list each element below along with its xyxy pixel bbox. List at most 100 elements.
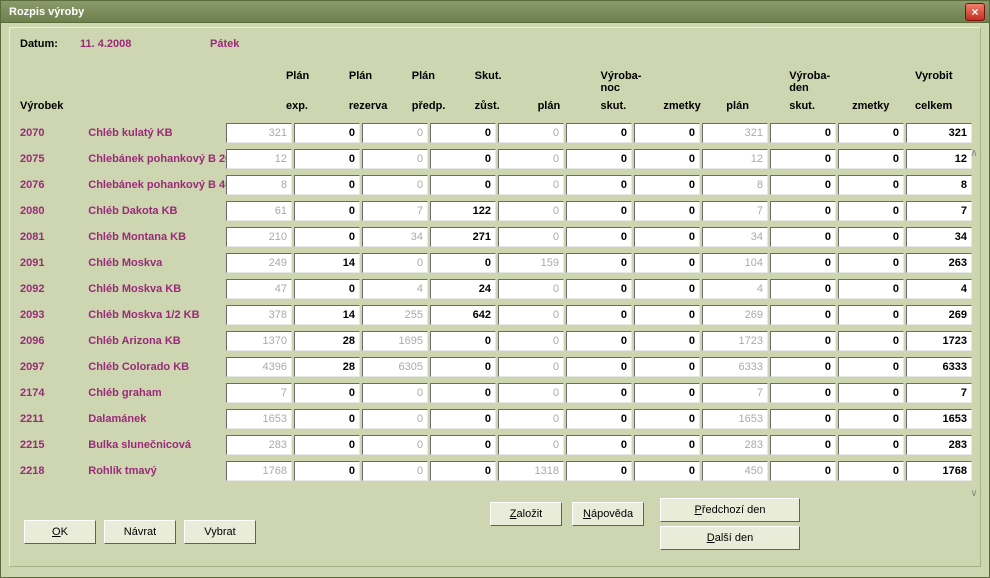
value-cell[interactable] [498,383,564,403]
value-cell[interactable] [226,279,292,299]
navrat-button[interactable]: Návrat [104,520,176,544]
value-cell[interactable] [702,305,768,325]
value-cell[interactable] [702,409,768,429]
value-cell[interactable] [906,435,972,455]
value-cell[interactable] [906,149,972,169]
value-cell[interactable] [294,123,360,143]
value-cell[interactable] [498,435,564,455]
value-cell[interactable] [906,305,972,325]
value-cell[interactable] [634,201,700,221]
value-cell[interactable] [838,435,904,455]
value-cell[interactable] [226,305,292,325]
value-cell[interactable] [430,383,496,403]
value-cell[interactable] [362,435,428,455]
value-cell[interactable] [838,175,904,195]
value-cell[interactable] [226,227,292,247]
value-cell[interactable] [430,409,496,429]
value-cell[interactable] [906,357,972,377]
value-cell[interactable] [294,253,360,273]
value-cell[interactable] [498,201,564,221]
value-cell[interactable] [838,383,904,403]
value-cell[interactable] [294,461,360,481]
value-cell[interactable] [566,383,632,403]
value-cell[interactable] [770,227,836,247]
value-cell[interactable] [498,123,564,143]
value-cell[interactable] [566,227,632,247]
vybrat-button[interactable]: Vybrat [184,520,256,544]
value-cell[interactable] [770,279,836,299]
value-cell[interactable] [770,149,836,169]
value-cell[interactable] [226,357,292,377]
value-cell[interactable] [566,357,632,377]
value-cell[interactable] [430,253,496,273]
value-cell[interactable] [906,227,972,247]
value-cell[interactable] [838,201,904,221]
value-cell[interactable] [226,253,292,273]
value-cell[interactable] [430,175,496,195]
value-cell[interactable] [362,123,428,143]
value-cell[interactable] [838,123,904,143]
scroll-down-icon[interactable]: ∨ [968,488,980,499]
value-cell[interactable] [634,461,700,481]
napoveda-button[interactable]: Nápověda [572,502,644,526]
value-cell[interactable] [566,435,632,455]
value-cell[interactable] [294,435,360,455]
value-cell[interactable] [634,253,700,273]
value-cell[interactable] [838,461,904,481]
value-cell[interactable] [906,175,972,195]
value-cell[interactable] [294,227,360,247]
value-cell[interactable] [362,331,428,351]
value-cell[interactable] [702,279,768,299]
value-cell[interactable] [294,305,360,325]
value-cell[interactable] [226,123,292,143]
value-cell[interactable] [838,253,904,273]
value-cell[interactable] [226,409,292,429]
value-cell[interactable] [226,331,292,351]
value-cell[interactable] [770,305,836,325]
value-cell[interactable] [634,383,700,403]
value-cell[interactable] [294,279,360,299]
value-cell[interactable] [430,357,496,377]
value-cell[interactable] [906,409,972,429]
value-cell[interactable] [566,201,632,221]
value-cell[interactable] [906,279,972,299]
value-cell[interactable] [226,175,292,195]
value-cell[interactable] [702,383,768,403]
value-cell[interactable] [498,175,564,195]
value-cell[interactable] [566,175,632,195]
value-cell[interactable] [634,409,700,429]
value-cell[interactable] [770,383,836,403]
value-cell[interactable] [566,253,632,273]
value-cell[interactable] [906,331,972,351]
value-cell[interactable] [362,201,428,221]
value-cell[interactable] [702,331,768,351]
value-cell[interactable] [362,383,428,403]
value-cell[interactable] [226,201,292,221]
value-cell[interactable] [906,461,972,481]
value-cell[interactable] [430,279,496,299]
value-cell[interactable] [294,357,360,377]
value-cell[interactable] [634,175,700,195]
value-cell[interactable] [838,331,904,351]
value-cell[interactable] [838,279,904,299]
value-cell[interactable] [634,123,700,143]
value-cell[interactable] [498,149,564,169]
value-cell[interactable] [362,175,428,195]
value-cell[interactable] [498,409,564,429]
value-cell[interactable] [362,357,428,377]
value-cell[interactable] [770,461,836,481]
value-cell[interactable] [566,149,632,169]
value-cell[interactable] [838,357,904,377]
value-cell[interactable] [770,253,836,273]
value-cell[interactable] [362,253,428,273]
value-cell[interactable] [430,435,496,455]
value-cell[interactable] [430,201,496,221]
value-cell[interactable] [702,201,768,221]
value-cell[interactable] [294,383,360,403]
zalozit-button[interactable]: Založit [490,502,562,526]
value-cell[interactable] [566,305,632,325]
value-cell[interactable] [770,201,836,221]
value-cell[interactable] [362,279,428,299]
value-cell[interactable] [838,227,904,247]
value-cell[interactable] [498,279,564,299]
